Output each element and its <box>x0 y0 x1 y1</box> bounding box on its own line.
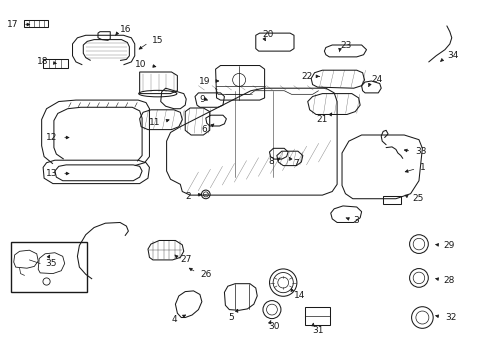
Text: 6: 6 <box>201 125 207 134</box>
Text: 27: 27 <box>180 256 192 264</box>
Text: 9: 9 <box>199 94 205 104</box>
Text: 21: 21 <box>316 115 327 124</box>
Text: 30: 30 <box>269 323 280 331</box>
Text: 12: 12 <box>47 133 58 142</box>
Text: 4: 4 <box>172 315 177 324</box>
Text: 3: 3 <box>353 216 359 225</box>
Text: 33: 33 <box>416 148 427 156</box>
Text: 16: 16 <box>120 25 131 34</box>
Text: 17: 17 <box>7 20 19 29</box>
Text: 32: 32 <box>445 313 456 322</box>
Text: 18: 18 <box>37 57 48 66</box>
Text: 25: 25 <box>413 194 424 203</box>
Text: 24: 24 <box>371 75 383 84</box>
Bar <box>305 307 330 325</box>
Text: 28: 28 <box>443 276 455 284</box>
Text: 26: 26 <box>200 270 211 279</box>
Text: 1: 1 <box>420 163 426 172</box>
Text: 22: 22 <box>301 72 313 81</box>
Text: 10: 10 <box>135 60 146 69</box>
Text: 20: 20 <box>262 30 273 39</box>
Text: 11: 11 <box>149 118 161 127</box>
Text: 34: 34 <box>447 51 458 60</box>
Text: 35: 35 <box>45 259 56 268</box>
Text: 19: 19 <box>199 77 211 85</box>
Bar <box>11 242 87 292</box>
Text: 8: 8 <box>269 157 274 166</box>
Text: 2: 2 <box>186 192 191 201</box>
Text: 23: 23 <box>341 40 352 49</box>
Text: 31: 31 <box>313 326 324 335</box>
Text: 7: 7 <box>293 159 299 168</box>
Text: 13: 13 <box>47 169 58 178</box>
Text: 15: 15 <box>152 36 163 45</box>
Text: 5: 5 <box>228 313 234 322</box>
Text: 14: 14 <box>294 292 305 300</box>
Text: 29: 29 <box>443 241 455 250</box>
